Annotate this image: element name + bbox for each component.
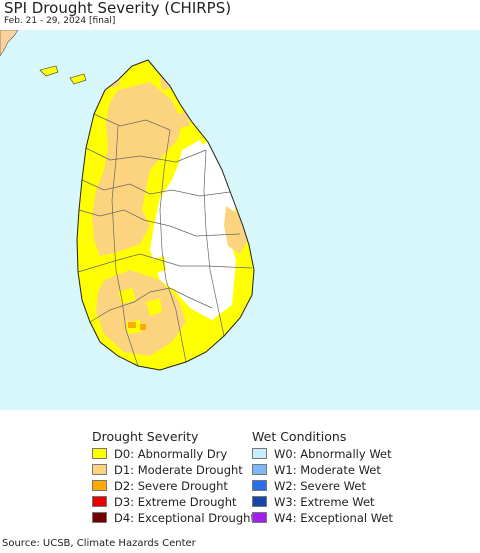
legend-item-d3: D3: Extreme Drought: [92, 494, 252, 510]
legend-swatch-w3: [252, 496, 267, 507]
legend-item-d4: D4: Exceptional Drought: [92, 510, 255, 526]
no-drought-interior: [162, 140, 226, 302]
legend-label-d0: D0: Abnormally Dry: [114, 447, 228, 461]
legend-wet-heading: Wet Conditions: [252, 429, 347, 444]
legend-swatch-d0: [92, 448, 107, 459]
sri-lanka-map: [0, 30, 255, 371]
map-title: SPI Drought Severity (CHIRPS): [4, 0, 232, 17]
legend-label-d2: D2: Severe Drought: [114, 479, 228, 493]
legend-label-d3: D3: Extreme Drought: [114, 495, 237, 509]
legend-item-d2: D2: Severe Drought: [92, 478, 252, 494]
d2-severe-drought-cells: [128, 322, 146, 330]
legend-label-w0: W0: Abnormally Wet: [274, 447, 392, 461]
map-area: [0, 30, 480, 410]
legend-swatch-w0: [252, 448, 267, 459]
source-credit: Source: UCSB, Climate Hazards Center: [2, 538, 196, 549]
d0-south-patches: [96, 256, 166, 334]
legend-wet-column: Wet Conditions W0: Abnormally Wet W1: Mo…: [252, 428, 478, 526]
legend-swatch-d2: [92, 480, 107, 491]
legend-item-d0: D0: Abnormally Dry: [92, 446, 252, 462]
india-landmass: [0, 30, 19, 57]
legend-swatch-w4: [252, 512, 267, 523]
legend-swatch-w1: [252, 464, 267, 475]
d1-north-patches: [104, 74, 190, 128]
legend-item-w2: W2: Severe Wet: [252, 478, 478, 494]
legend-item-w3: W3: Extreme Wet: [252, 494, 478, 510]
legend: Drought Severity D0: Abnormally Dry D1: …: [92, 428, 478, 532]
legend-drought-column: Drought Severity D0: Abnormally Dry D1: …: [92, 428, 255, 526]
district-boundaries: [77, 113, 253, 367]
legend-swatch-d3: [92, 496, 107, 507]
d1-moderate-drought-south: [96, 270, 186, 356]
legend-item-d1: D1: Moderate Drought: [92, 462, 252, 478]
legend-label-w4: W4: Exceptional Wet: [274, 511, 393, 525]
coastline: [76, 59, 255, 371]
legend-label-w1: W1: Moderate Wet: [274, 463, 381, 477]
legend-item-w0: W0: Abnormally Wet: [252, 446, 478, 462]
legend-item-w4: W4: Exceptional Wet: [252, 510, 478, 526]
legend-item-w1: W1: Moderate Wet: [252, 462, 478, 478]
title-block: SPI Drought Severity (CHIRPS) Feb. 21 - …: [4, 0, 476, 30]
legend-swatch-w2: [252, 480, 267, 491]
legend-label-w3: W3: Extreme Wet: [274, 495, 375, 509]
legend-label-d4: D4: Exceptional Drought: [114, 511, 255, 525]
legend-label-d1: D1: Moderate Drought: [114, 463, 243, 477]
legend-label-w2: W2: Severe Wet: [274, 479, 366, 493]
legend-swatch-d4: [92, 512, 107, 523]
legend-swatch-d1: [92, 464, 107, 475]
map-date-range: Feb. 21 - 29, 2024 [final]: [4, 16, 116, 26]
northern-islands: [39, 65, 87, 85]
legend-drought-heading: Drought Severity: [92, 429, 199, 444]
